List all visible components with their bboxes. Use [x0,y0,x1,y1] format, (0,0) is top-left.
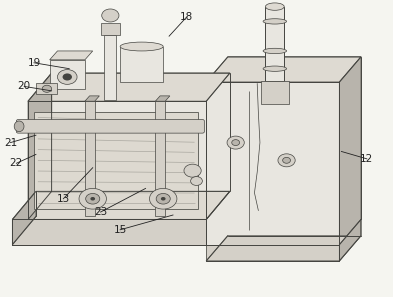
Circle shape [42,85,51,92]
Polygon shape [206,244,340,261]
Polygon shape [13,191,230,219]
Circle shape [149,188,177,209]
Polygon shape [155,101,165,217]
Polygon shape [50,60,85,89]
FancyBboxPatch shape [17,119,204,133]
Polygon shape [206,57,361,82]
Text: 23: 23 [94,207,107,217]
Circle shape [161,197,165,200]
Ellipse shape [263,48,286,54]
Ellipse shape [265,3,284,10]
Circle shape [156,193,170,204]
Text: 13: 13 [57,194,70,204]
Polygon shape [13,191,36,244]
Polygon shape [85,101,95,217]
Polygon shape [155,96,170,101]
Circle shape [90,197,95,200]
Circle shape [62,73,72,80]
Circle shape [232,140,240,146]
Ellipse shape [263,66,286,71]
Polygon shape [265,7,284,80]
Circle shape [79,188,107,209]
Circle shape [278,154,295,167]
Polygon shape [105,35,116,100]
Polygon shape [50,51,93,60]
Text: 18: 18 [180,12,193,22]
Polygon shape [340,57,361,244]
Text: 15: 15 [114,225,127,235]
Polygon shape [261,80,289,104]
Ellipse shape [120,42,163,51]
Polygon shape [206,82,340,244]
Polygon shape [206,236,361,261]
Text: 19: 19 [28,58,40,68]
Circle shape [86,193,100,204]
Polygon shape [28,73,230,101]
Text: 20: 20 [18,81,31,91]
Text: 22: 22 [10,158,23,168]
Ellipse shape [263,19,286,24]
Polygon shape [340,219,361,261]
Circle shape [57,69,77,84]
Circle shape [184,164,201,177]
Polygon shape [85,96,99,101]
Text: 21: 21 [4,138,17,148]
Circle shape [102,9,119,22]
Text: 12: 12 [360,154,373,164]
Polygon shape [28,101,206,219]
Polygon shape [36,83,57,94]
Polygon shape [101,23,120,35]
Circle shape [283,157,290,163]
Polygon shape [13,219,206,244]
Circle shape [191,177,202,185]
Polygon shape [34,112,198,209]
Ellipse shape [14,121,24,132]
Polygon shape [28,73,51,219]
Polygon shape [120,47,163,82]
Circle shape [227,136,244,149]
